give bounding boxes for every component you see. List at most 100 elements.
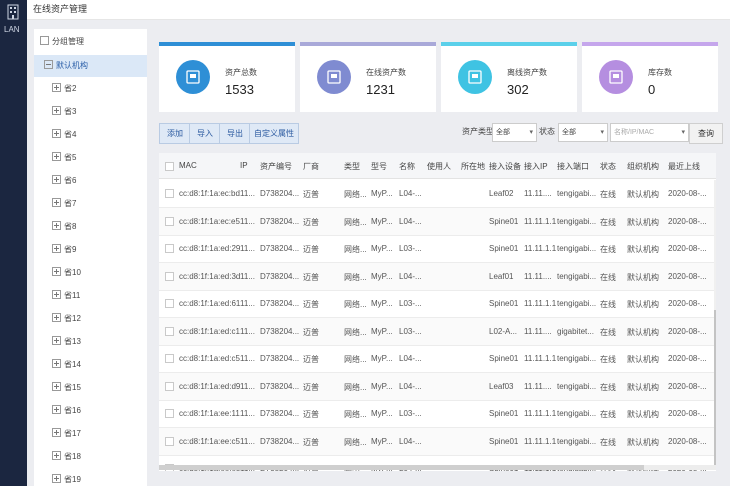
expand-icon[interactable] [52,313,61,322]
row-checkbox[interactable] [165,299,174,308]
table-row[interactable]: cc:d8:1f:1a:ed:3d 11... D738204... 迈普 网络... M… [159,262,716,291]
building-icon[interactable] [6,4,20,20]
import-button[interactable]: 导入 [189,123,221,144]
table-cell: D738204... [260,189,300,198]
table-cell: 网络... [344,190,367,199]
stat-card: 资产总数 1533 [159,42,295,112]
column-header[interactable]: 使用人 [427,162,451,171]
add-button[interactable]: 添加 [159,123,191,144]
table-cell: 默认机构 [627,355,659,364]
column-header[interactable]: 厂商 [303,162,319,171]
table-row[interactable]: cc:d8:1f:1a:ed:d9 11... D738204... 迈普 网络... M… [159,372,716,401]
tree-item[interactable]: 省10 [34,261,147,284]
expand-icon[interactable] [52,359,61,368]
tree-item[interactable]: 省19 [34,468,147,486]
tree-item[interactable]: 省17 [34,422,147,445]
horizontal-scroll-thumb[interactable] [159,465,644,470]
tree-item[interactable]: 省9 [34,238,147,261]
vertical-scroll-thumb[interactable] [714,310,716,465]
asset-type-select[interactable]: 全部 [492,123,537,142]
column-header[interactable]: 型号 [371,162,387,171]
export-button[interactable]: 导出 [219,123,251,144]
tree-item[interactable]: 省13 [34,330,147,353]
table-row[interactable]: cc:d8:1f:1a:ed:c5 11... D738204... 迈普 网络... M… [159,345,716,373]
custom-attributes-button[interactable]: 自定义属性 [249,123,299,144]
tree-item[interactable]: 省2 [34,77,147,100]
table-row[interactable]: cc:d8:1f:1a:ed:61 11... D738204... 迈普 网络... M… [159,290,716,318]
column-header[interactable]: 状态 [600,162,616,171]
tree-item[interactable]: 省16 [34,399,147,422]
column-header[interactable]: IP [240,161,248,170]
tree-item[interactable]: 省11 [34,284,147,307]
expand-icon[interactable] [52,129,61,138]
table-cell: 默认机构 [627,300,659,309]
expand-icon[interactable] [52,198,61,207]
expand-icon[interactable] [52,290,61,299]
search-input[interactable]: 名称/IP/MAC [610,123,689,142]
tree-item[interactable]: 省18 [34,445,147,468]
expand-icon[interactable] [52,244,61,253]
table-cell: L03-... [399,299,422,308]
table-cell: cc:d8:1f:1a:ed:d9 [179,381,241,391]
column-header[interactable]: 接入端口 [557,162,589,171]
row-checkbox[interactable] [165,189,174,198]
expand-icon[interactable] [52,83,61,92]
table-row[interactable]: cc:d8:1f:1a:ee:c5 11... D738204... 迈普 网络... M… [159,427,716,456]
expand-icon[interactable] [52,336,61,345]
table-cell: Leaf01 [489,271,514,281]
row-checkbox[interactable] [165,381,174,391]
column-header[interactable]: 最近上线 [668,162,700,171]
row-checkbox[interactable] [165,244,174,253]
column-header[interactable]: MAC [179,161,197,170]
table-cell: cc:d8:1f:1a:ed:3d [179,271,241,281]
table-row[interactable]: cc:d8:1f:1a:ec:bd 11... D738204... 迈普 网络... M… [159,180,716,208]
column-header[interactable]: 类型 [344,162,360,171]
tree-item[interactable]: 省3 [34,100,147,123]
expand-icon[interactable] [52,221,61,230]
tree-item[interactable]: 省15 [34,376,147,399]
expand-icon[interactable] [52,428,61,437]
table-cell: tengigabi... [557,244,597,253]
expand-icon[interactable] [52,267,61,276]
expand-icon[interactable] [52,405,61,414]
tree-item[interactable]: 省8 [34,215,147,238]
column-header[interactable]: 接入设备 [489,162,521,171]
vertical-scrollbar[interactable] [714,180,716,465]
column-header[interactable]: 资产编号 [260,162,292,171]
table-row[interactable]: cc:d8:1f:1a:ec:e5 11... D738204... 迈普 网络... M… [159,207,716,236]
table-row[interactable]: cc:d8:1f:1a:ee:11 11... D738204... 迈普 网络... M… [159,400,716,428]
expand-icon[interactable] [52,175,61,184]
table-row[interactable]: cc:d8:1f:1a:ed:c1 11... D738204... 迈普 网络... M… [159,317,716,346]
collapse-icon[interactable] [44,60,53,69]
row-checkbox[interactable] [165,436,174,446]
column-header[interactable]: 名称 [399,162,415,171]
table-cell: MyP... [371,381,393,391]
online-asset-icon [317,60,351,94]
row-checkbox[interactable] [165,271,174,281]
table-cell: 11... [240,244,255,253]
tree-item[interactable]: 省12 [34,307,147,330]
select-all-checkbox[interactable] [165,162,174,171]
expand-icon[interactable] [52,451,61,460]
status-select[interactable]: 全部 [558,123,608,142]
expand-icon[interactable] [52,106,61,115]
tree-item[interactable]: 省14 [34,353,147,376]
tree-root-default-org[interactable]: 默认机构 [34,55,147,77]
row-checkbox[interactable] [165,354,174,363]
horizontal-scrollbar[interactable] [159,465,716,470]
query-button[interactable]: 查询 [689,123,723,144]
expand-icon[interactable] [52,474,61,483]
expand-icon[interactable] [52,382,61,391]
row-checkbox[interactable] [165,216,174,226]
column-header[interactable]: 所在地 [461,162,485,171]
table-row[interactable]: cc:d8:1f:1a:ed:29 11... D738204... 迈普 网络... M… [159,235,716,263]
tree-item[interactable]: 省4 [34,123,147,146]
row-checkbox[interactable] [165,326,174,336]
row-checkbox[interactable] [165,409,174,418]
column-header[interactable]: 组织机构 [627,162,659,171]
expand-icon[interactable] [52,152,61,161]
tree-item[interactable]: 省5 [34,146,147,169]
column-header[interactable]: 接入IP [524,162,548,171]
tree-item[interactable]: 省7 [34,192,147,215]
tree-item[interactable]: 省6 [34,169,147,192]
